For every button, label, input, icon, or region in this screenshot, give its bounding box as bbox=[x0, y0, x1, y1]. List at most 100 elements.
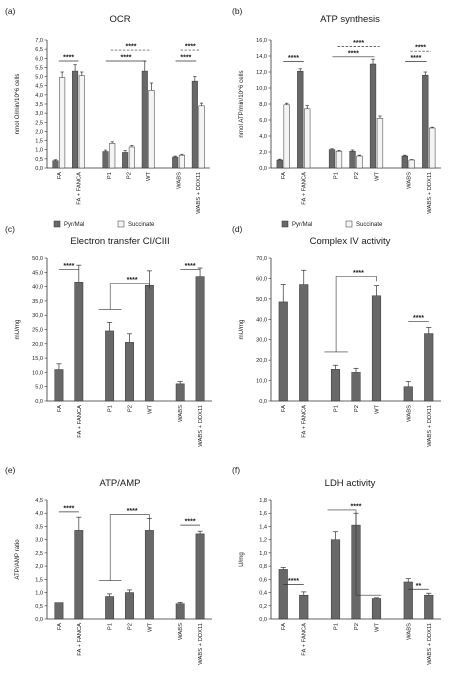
significance-label: **** bbox=[126, 44, 137, 51]
category-label: P1 bbox=[108, 623, 114, 630]
chart-panel-6: (f) LDH activity 0,0 0,2 0,4 0,6 0,8 1,0 1,2 1,4 1… bbox=[232, 465, 441, 665]
y-tick-label: 25,0 bbox=[32, 328, 43, 334]
bar bbox=[299, 284, 309, 402]
bar bbox=[109, 143, 116, 169]
category-label: P2 bbox=[354, 623, 360, 630]
bar bbox=[175, 383, 185, 402]
y-tick-label: 3,0 bbox=[35, 538, 43, 544]
category-label: FA bbox=[281, 172, 287, 179]
panel-label: (e) bbox=[5, 465, 16, 475]
y-tick-label: 0,8 bbox=[259, 564, 267, 570]
category-label: WT bbox=[374, 405, 380, 414]
chart-title: Electron transfer CI/CIII bbox=[70, 236, 169, 247]
y-tick-label: 1,0 bbox=[35, 148, 43, 154]
y-tick-label: 5,5 bbox=[35, 65, 43, 71]
y-tick-label: 60,0 bbox=[256, 276, 267, 282]
y-tick-label: 6,0 bbox=[35, 56, 43, 62]
panel-label: (b) bbox=[232, 6, 243, 16]
significance-label: **** bbox=[121, 55, 132, 62]
bar bbox=[299, 594, 309, 620]
category-label: FA bbox=[57, 172, 63, 179]
bar bbox=[122, 152, 129, 169]
chart-panel-3: (c) Electron transfer CI/CIII 0,0 5,0 10,0 15… bbox=[5, 224, 212, 447]
category-label: WABS + DDX11 bbox=[427, 405, 433, 447]
bar bbox=[175, 603, 185, 620]
bar bbox=[198, 105, 205, 169]
category-label: WABS + DDX11 bbox=[198, 405, 204, 447]
bar bbox=[52, 160, 59, 169]
y-tick-label: 1,8 bbox=[259, 498, 267, 504]
y-tick-label: 40,0 bbox=[32, 285, 43, 291]
bar bbox=[191, 80, 198, 169]
bar bbox=[283, 104, 290, 169]
y-tick-label: 0,0 bbox=[35, 399, 43, 405]
category-label: WABS bbox=[177, 172, 183, 189]
bar bbox=[371, 598, 382, 620]
category-label: P1 bbox=[334, 172, 340, 179]
bar bbox=[376, 118, 384, 169]
bar bbox=[297, 70, 304, 169]
bar bbox=[78, 75, 85, 169]
category-label: FA + FANCA bbox=[302, 172, 308, 205]
category-label: P1 bbox=[334, 405, 340, 412]
legend-swatch bbox=[53, 220, 61, 228]
bar bbox=[105, 330, 115, 402]
category-label: P1 bbox=[108, 405, 114, 412]
bar bbox=[54, 369, 64, 402]
y-tick-label: 2,5 bbox=[35, 120, 43, 126]
significance-label: **** bbox=[353, 40, 364, 47]
y-tick-label: 0,5 bbox=[35, 604, 43, 610]
y-axis-label: mU/mg bbox=[238, 319, 245, 339]
y-tick-label: 10,0 bbox=[256, 86, 267, 92]
significance-label: **** bbox=[63, 263, 74, 270]
y-tick-label: 20,0 bbox=[256, 358, 267, 364]
bar bbox=[125, 592, 134, 620]
significance-label: **** bbox=[127, 508, 138, 515]
y-tick-label: 40,0 bbox=[256, 317, 267, 323]
significance-label: **** bbox=[413, 315, 424, 322]
bar bbox=[335, 150, 343, 169]
legend-swatch bbox=[117, 220, 125, 228]
y-tick-label: 30,0 bbox=[256, 338, 267, 344]
bar bbox=[424, 594, 434, 620]
y-axis-label: mU/mg bbox=[14, 319, 21, 339]
y-tick-label: 5,0 bbox=[35, 75, 43, 81]
chart-title: ATP synthesis bbox=[320, 14, 380, 25]
significance-label: **** bbox=[353, 270, 364, 277]
y-tick-label: 4,5 bbox=[35, 84, 43, 90]
category-label: WABS + DDX11 bbox=[427, 172, 433, 214]
significance-label: **** bbox=[288, 55, 299, 62]
significance-label: **** bbox=[185, 44, 196, 51]
legend-label: Succinate bbox=[356, 222, 383, 228]
y-axis-label: U/mg bbox=[238, 552, 245, 567]
y-tick-label: 0,4 bbox=[259, 591, 267, 597]
category-label: WABS + DDX11 bbox=[427, 623, 433, 665]
bar bbox=[356, 155, 363, 169]
bar bbox=[195, 276, 205, 402]
significance-label: **** bbox=[127, 277, 138, 284]
category-label: WABS + DDX11 bbox=[196, 172, 202, 214]
y-tick-label: 2,5 bbox=[35, 551, 43, 557]
category-label: P1 bbox=[334, 623, 340, 630]
category-label: FA bbox=[281, 623, 287, 630]
category-label: P2 bbox=[354, 172, 360, 179]
y-tick-label: 10,0 bbox=[256, 379, 267, 385]
category-label: WABS bbox=[178, 623, 184, 640]
y-tick-label: 30,0 bbox=[32, 313, 43, 319]
significance-label: **** bbox=[185, 263, 196, 270]
category-label: WABS + DDX11 bbox=[198, 623, 204, 665]
y-tick-label: 0,0 bbox=[259, 166, 267, 172]
bar bbox=[424, 333, 434, 402]
bar bbox=[172, 156, 179, 169]
category-label: WABS bbox=[406, 623, 412, 640]
chart-panel-2: (b) ATP synthesis 0,0 2,0 4,0 6,0 8,0 10,0 12,0 1… bbox=[232, 6, 441, 228]
bar bbox=[128, 146, 135, 169]
chart-panel-1: (a) OCR 0,0 0,5 1,0 1,5 2,0 2,5 3,0 3,5 4,0 4,5 5,0 5… bbox=[5, 6, 210, 228]
panel-label: (f) bbox=[232, 465, 240, 475]
y-tick-label: 14,0 bbox=[256, 54, 267, 60]
legend-swatch bbox=[345, 220, 353, 228]
bar bbox=[195, 533, 205, 620]
category-label: FA + FANCA bbox=[302, 623, 308, 656]
y-tick-label: 3,0 bbox=[35, 111, 43, 117]
category-label: P1 bbox=[107, 172, 113, 179]
